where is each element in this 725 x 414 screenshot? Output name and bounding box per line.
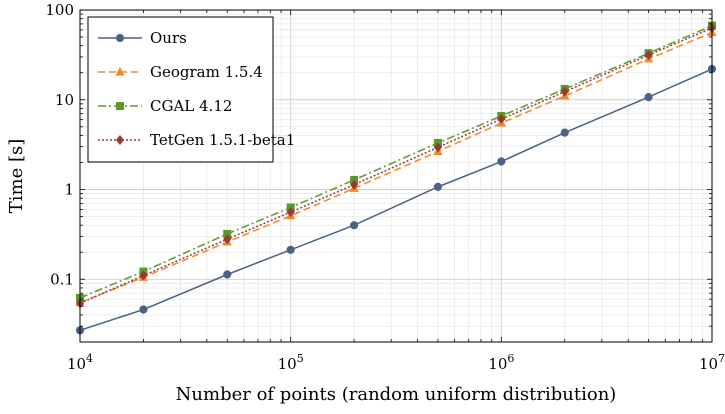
data-point bbox=[350, 179, 359, 190]
legend-marker bbox=[115, 33, 125, 43]
data-point bbox=[644, 93, 653, 102]
legend-label: CGAL 4.12 bbox=[150, 97, 232, 115]
legend-marker bbox=[116, 102, 124, 110]
legend-label: Ours bbox=[150, 29, 187, 47]
series-line bbox=[79, 24, 713, 299]
data-point bbox=[433, 142, 442, 153]
x-tick-label: 104 bbox=[67, 352, 93, 373]
series-line bbox=[79, 27, 713, 304]
series-line bbox=[79, 68, 713, 332]
data-point bbox=[560, 86, 569, 97]
legend-marker bbox=[115, 67, 125, 76]
data-point bbox=[560, 128, 569, 137]
y-tick-label: 10 bbox=[55, 91, 74, 109]
y-tick-label: 1 bbox=[64, 181, 74, 199]
legend-label: TetGen 1.5.1-beta1 bbox=[150, 131, 295, 149]
data-point bbox=[349, 221, 359, 230]
legend-item: TetGen 1.5.1-beta1 bbox=[98, 131, 295, 149]
data-point bbox=[286, 245, 295, 254]
data-point bbox=[223, 234, 232, 245]
legend-label: Geogram 1.5.4 bbox=[150, 63, 263, 81]
x-tick-labels: 104 105 106 107 bbox=[67, 352, 725, 373]
y-tick-labels: 0.1 1 10 100 bbox=[45, 1, 74, 288]
axis-ticks bbox=[79, 9, 713, 343]
x-tick-label: 107 bbox=[699, 352, 725, 373]
legend-marker bbox=[116, 135, 124, 145]
plot-frame bbox=[79, 9, 713, 343]
data-point bbox=[644, 50, 653, 61]
y-axis-label: Time [s] bbox=[6, 139, 27, 214]
legend-item: Ours bbox=[98, 29, 187, 47]
x-tick-label: 106 bbox=[488, 352, 514, 373]
series-line bbox=[79, 31, 713, 304]
data-point bbox=[497, 114, 506, 125]
x-tick-label: 105 bbox=[278, 352, 304, 373]
data-point bbox=[223, 270, 232, 279]
data-point bbox=[433, 182, 443, 191]
legend-item: Geogram 1.5.4 bbox=[98, 63, 263, 81]
data-point bbox=[139, 305, 148, 314]
x-axis-label: Number of points (random uniform distrib… bbox=[176, 384, 617, 405]
y-tick-label: 100 bbox=[45, 1, 74, 19]
y-tick-label: 0.1 bbox=[50, 270, 74, 288]
data-point bbox=[223, 229, 232, 238]
legend: Ours Geogram 1.5.4 CGAL 4.12 TetGen 1.5.1-b… bbox=[87, 16, 295, 163]
data-point bbox=[286, 207, 295, 218]
series-4 bbox=[76, 23, 716, 309]
data-point bbox=[497, 157, 506, 166]
legend-item: CGAL 4.12 bbox=[98, 97, 232, 115]
data-point bbox=[139, 270, 148, 281]
